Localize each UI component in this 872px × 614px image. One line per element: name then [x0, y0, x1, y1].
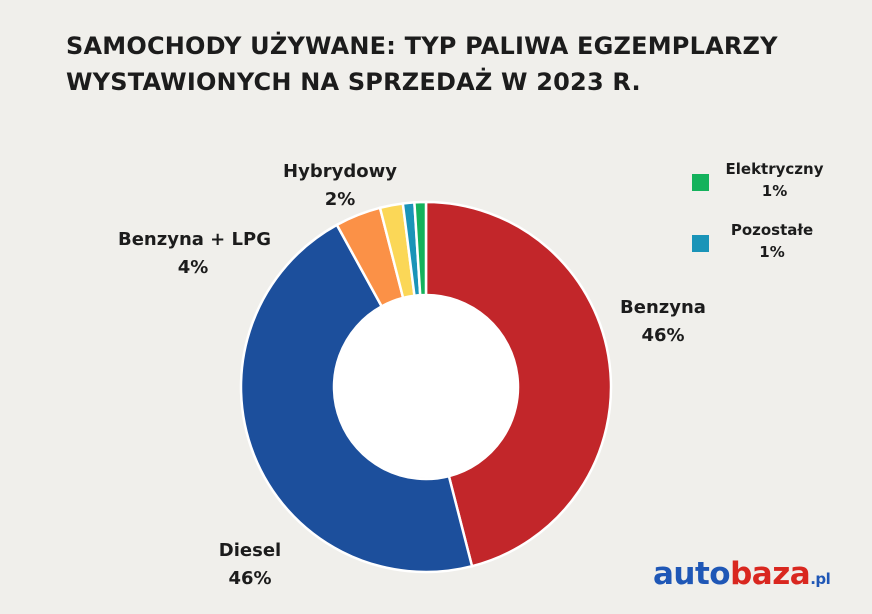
label-benzyna-lpg: Benzyna + LPG 4%	[118, 226, 271, 282]
logo-suffix: .pl	[810, 570, 831, 588]
legend-pozostale-name: Pozostałe	[730, 221, 814, 239]
label-diesel: Diesel 46%	[190, 537, 310, 593]
label-lpg-name: Benzyna + LPG	[118, 229, 271, 250]
label-benzyna-value: 46%	[641, 325, 685, 346]
logo-part-baza: baza	[730, 556, 811, 592]
label-hybrydowy: Hybrydowy 2%	[270, 158, 410, 214]
slice-diesel	[239, 223, 474, 574]
slice-benzyna	[424, 200, 613, 568]
logo-part-auto: auto	[653, 556, 731, 592]
label-lpg-value: 4%	[177, 257, 209, 278]
chart-title-line-1: SAMOCHODY UŻYWANE: TYP PALIWA EGZEMPLARZ…	[66, 32, 778, 60]
legend-pozostale-value: 1%	[759, 243, 785, 261]
label-benzyna-name: Benzyna	[620, 297, 706, 318]
label-benzyna: Benzyna 46%	[603, 294, 723, 350]
legend-swatch-pozostale	[692, 235, 709, 252]
slice-elektryczny	[413, 200, 428, 297]
legend-elektryczny-name: Elektryczny	[725, 160, 824, 178]
label-diesel-name: Diesel	[218, 540, 282, 561]
legend-swatch-elektryczny	[692, 174, 709, 191]
label-hybrydowy-value: 2%	[324, 189, 356, 210]
label-hybrydowy-name: Hybrydowy	[283, 161, 397, 182]
legend-elektryczny-value: 1%	[761, 182, 788, 200]
chart-title-line-2: WYSTAWIONYCH NA SPRZEDAŻ W 2023 R.	[66, 68, 641, 96]
donut-hole	[335, 296, 517, 478]
chart-title: SAMOCHODY UŻYWANE: TYP PALIWA EGZEMPLARZ…	[66, 28, 846, 100]
label-diesel-value: 46%	[228, 568, 272, 589]
autobaza-logo: autobaza.pl	[653, 556, 831, 596]
